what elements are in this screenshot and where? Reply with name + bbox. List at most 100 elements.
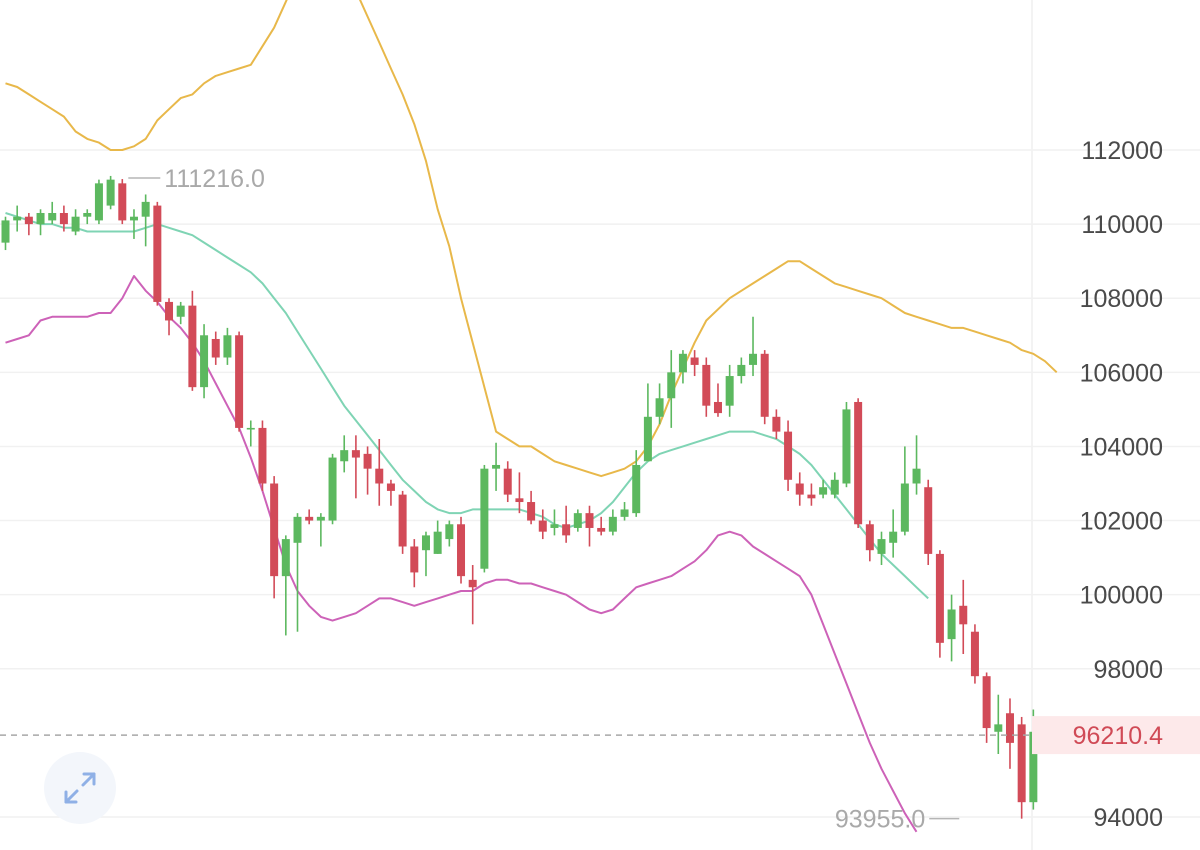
- candle: [760, 350, 769, 425]
- candle: [830, 472, 839, 499]
- candle: [924, 479, 933, 566]
- candle-body: [293, 516, 302, 543]
- candle: [819, 479, 828, 499]
- low-marker-label: 93955.0: [835, 806, 925, 834]
- candle-body: [737, 364, 746, 377]
- candle-body: [48, 212, 57, 221]
- candle-body: [749, 353, 758, 365]
- candle: [667, 350, 676, 428]
- candle-body: [375, 468, 384, 484]
- candle: [562, 505, 571, 543]
- candle: [83, 209, 92, 225]
- candle: [807, 483, 816, 506]
- candle: [713, 383, 722, 417]
- candle: [118, 179, 127, 225]
- candle-body: [492, 464, 501, 469]
- candle-body: [398, 494, 407, 547]
- expand-button[interactable]: [44, 752, 116, 824]
- candle: [433, 520, 442, 554]
- candle-body: [959, 605, 968, 625]
- marker-layer: 96210.4 111216.0 93955.0: [0, 165, 1200, 834]
- candle-body: [690, 357, 699, 365]
- candle: [749, 316, 758, 377]
- candle: [386, 479, 395, 506]
- candle: [597, 516, 606, 536]
- candle: [457, 516, 466, 584]
- candle: [340, 435, 349, 473]
- candle: [737, 357, 746, 384]
- candle: [970, 624, 979, 684]
- candle-body: [351, 450, 360, 458]
- candle: [351, 435, 360, 499]
- candle: [293, 513, 302, 632]
- candle-body: [153, 205, 162, 302]
- candle: [655, 383, 664, 425]
- candle: [200, 324, 209, 399]
- candle: [270, 476, 279, 599]
- candle: [305, 509, 314, 525]
- candle-body: [106, 179, 115, 206]
- candle: [281, 535, 290, 636]
- candle-body: [1017, 724, 1026, 803]
- candle-body: [94, 183, 103, 221]
- candle-body: [842, 409, 851, 484]
- candle: [153, 201, 162, 306]
- candle: [982, 672, 991, 743]
- candle-body: [643, 416, 652, 462]
- candle-body: [1029, 731, 1038, 803]
- candle: [48, 201, 57, 225]
- candle-body: [328, 457, 337, 521]
- expand-icon: [64, 772, 96, 804]
- candle: [211, 331, 220, 365]
- candle-body: [165, 301, 174, 321]
- candle: [421, 531, 430, 577]
- candle-body: [667, 372, 676, 399]
- candle-body: [550, 524, 559, 528]
- candle-body: [795, 483, 804, 495]
- candle-body: [363, 453, 372, 469]
- y-tick-label: 102000: [1080, 508, 1163, 536]
- candle-body: [597, 527, 606, 532]
- candle: [900, 446, 909, 536]
- y-tick-label: 104000: [1080, 433, 1163, 461]
- candle-body: [386, 483, 395, 491]
- candle-body: [211, 338, 220, 358]
- candle: [854, 398, 863, 528]
- candle: [246, 420, 255, 447]
- candle: [515, 472, 524, 514]
- candle: [620, 502, 629, 521]
- candle: [176, 301, 185, 325]
- band-layer: [5, 0, 1058, 833]
- y-tick-label: 98000: [1093, 656, 1163, 684]
- candle: [585, 505, 594, 547]
- y-axis: 94000 98000 100000 102000 104000 106000 108000…: [1080, 137, 1163, 832]
- candle-body: [83, 212, 92, 217]
- candle: [573, 509, 582, 532]
- candle-body: [468, 579, 477, 588]
- candle: [375, 439, 384, 506]
- candle: [223, 327, 232, 365]
- candle: [71, 209, 80, 236]
- candle: [632, 450, 641, 517]
- candle-body: [678, 353, 687, 373]
- candle-body: [316, 516, 325, 521]
- candle: [795, 472, 804, 506]
- candle-layer: [1, 175, 1050, 819]
- candle-body: [36, 212, 45, 225]
- candle-body: [118, 183, 127, 221]
- candle-body: [889, 531, 898, 543]
- candle-body: [235, 335, 244, 428]
- candle-body: [527, 502, 536, 521]
- candle: [165, 298, 174, 336]
- candle: [550, 509, 559, 536]
- candle: [690, 350, 699, 377]
- candle-body: [188, 305, 197, 388]
- candle: [842, 401, 851, 488]
- candle: [363, 446, 372, 495]
- candle-body: [421, 535, 430, 551]
- candle: [492, 442, 501, 491]
- candle-body: [725, 376, 734, 406]
- candle: [865, 520, 874, 562]
